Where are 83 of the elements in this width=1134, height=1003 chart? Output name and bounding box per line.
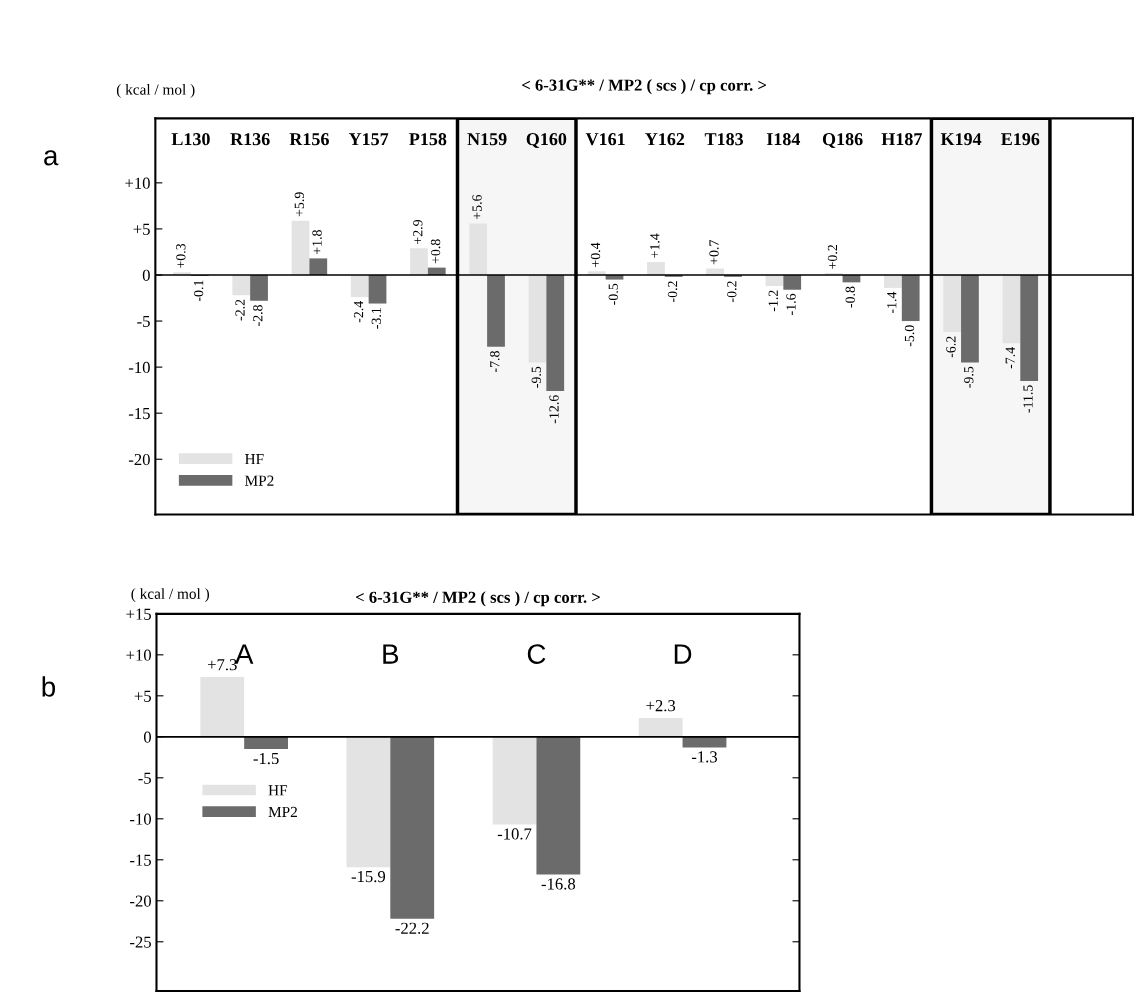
x-tick-label: B xyxy=(383,644,399,664)
x-tick-label: A xyxy=(234,644,254,664)
data-label: +0.7 xyxy=(709,240,719,265)
y-tick-label: -15 xyxy=(130,854,151,866)
y-tick-label: +10 xyxy=(126,649,151,661)
x-tick-label: R136 xyxy=(230,133,270,146)
legend-label: MP2 xyxy=(268,806,297,817)
data-label: -7.4 xyxy=(1005,347,1015,369)
y-tick-label: -5 xyxy=(137,315,150,327)
data-label: -10.7 xyxy=(497,828,532,840)
y-tick-label: 0 xyxy=(143,731,151,743)
x-tick-label: Q186 xyxy=(822,133,863,148)
data-label: +0.8 xyxy=(430,239,441,264)
y-axis-title: ( kcal / mol ) xyxy=(116,83,195,98)
data-label: +0.3 xyxy=(176,243,186,268)
data-label: -22.2 xyxy=(395,922,429,934)
y-axis-title: ( kcal / mol ) xyxy=(131,588,210,602)
y-tick-label: -10 xyxy=(130,813,151,825)
data-label: +0.4 xyxy=(590,242,601,267)
data-label: -5.0 xyxy=(904,325,915,347)
data-label: +0.2 xyxy=(827,245,838,269)
x-tick-label: I184 xyxy=(766,133,801,146)
data-label: +2.3 xyxy=(646,700,676,712)
x-tick-label: K194 xyxy=(940,133,982,146)
data-label: -12.6 xyxy=(549,395,559,424)
data-label: -1.3 xyxy=(691,751,718,763)
x-tick-label: R156 xyxy=(289,133,329,146)
data-label: -1.2 xyxy=(768,290,778,312)
data-label: -0.5 xyxy=(608,283,619,305)
y-tick-label: +5 xyxy=(133,223,150,235)
data-label: +7.3 xyxy=(207,659,237,671)
chart-title: < 6-31G** / MP2 ( scs ) / cp corr. > xyxy=(522,79,767,95)
data-label: +1.8 xyxy=(312,230,322,255)
x-tick-label: T183 xyxy=(704,133,744,146)
x-tick-label: D xyxy=(674,644,692,664)
data-label: +5.9 xyxy=(294,192,305,217)
data-label: -0.2 xyxy=(667,281,678,302)
data-label: -15.9 xyxy=(351,870,386,883)
data-label: -6.2 xyxy=(946,336,956,358)
x-tick-label: Q160 xyxy=(526,133,567,148)
data-label: -0.2 xyxy=(727,281,737,302)
data-label: +1.4 xyxy=(650,233,660,258)
data-label: +2.9 xyxy=(413,219,423,244)
x-tick-label: H187 xyxy=(881,133,922,146)
x-tick-label: Y162 xyxy=(645,133,685,146)
data-label: -2.4 xyxy=(353,301,364,323)
y-tick-label: -20 xyxy=(128,453,150,466)
data-label: -1.6 xyxy=(786,293,796,315)
x-tick-label: N159 xyxy=(467,133,507,146)
data-label: -0.8 xyxy=(845,286,855,308)
x-tick-label: E196 xyxy=(1001,133,1040,146)
y-tick-label: +10 xyxy=(125,177,150,189)
data-label: -9.5 xyxy=(964,366,974,388)
legend-label: HF xyxy=(245,454,264,465)
data-label: -1.5 xyxy=(253,752,279,765)
data-label: +5.6 xyxy=(472,194,482,220)
x-tick-label: Y157 xyxy=(348,133,389,146)
y-tick-label: -15 xyxy=(128,407,150,420)
y-tick-label: -10 xyxy=(128,361,150,374)
data-label: -0.1 xyxy=(193,280,204,302)
y-tick-label: -25 xyxy=(130,936,151,948)
x-tick-label: P158 xyxy=(409,133,447,146)
data-label: -2.2 xyxy=(235,299,245,321)
x-tick-label: V161 xyxy=(585,133,625,146)
data-label: -16.8 xyxy=(541,878,576,890)
x-tick-label: L130 xyxy=(171,133,210,146)
data-label: -11.5 xyxy=(1023,385,1033,413)
y-tick-label: -5 xyxy=(138,772,151,784)
text: b xyxy=(42,676,56,697)
y-tick-label: -20 xyxy=(130,895,151,907)
x-tick-label: C xyxy=(527,644,546,664)
data-label: -1.4 xyxy=(887,291,897,314)
data-label: -3.1 xyxy=(371,308,382,329)
text: a xyxy=(44,150,59,166)
legend-label: HF xyxy=(268,785,288,796)
y-tick-label: +5 xyxy=(134,690,151,702)
data-label: -7.8 xyxy=(490,351,500,373)
legend-label: MP2 xyxy=(245,475,274,486)
chart-title: < 6-31G** / MP2 ( scs ) / cp corr. > xyxy=(355,591,600,607)
data-label: -2.8 xyxy=(253,305,263,326)
data-label: -9.5 xyxy=(531,366,542,388)
y-tick-label: 0 xyxy=(142,269,150,281)
y-tick-label: +15 xyxy=(126,608,151,620)
